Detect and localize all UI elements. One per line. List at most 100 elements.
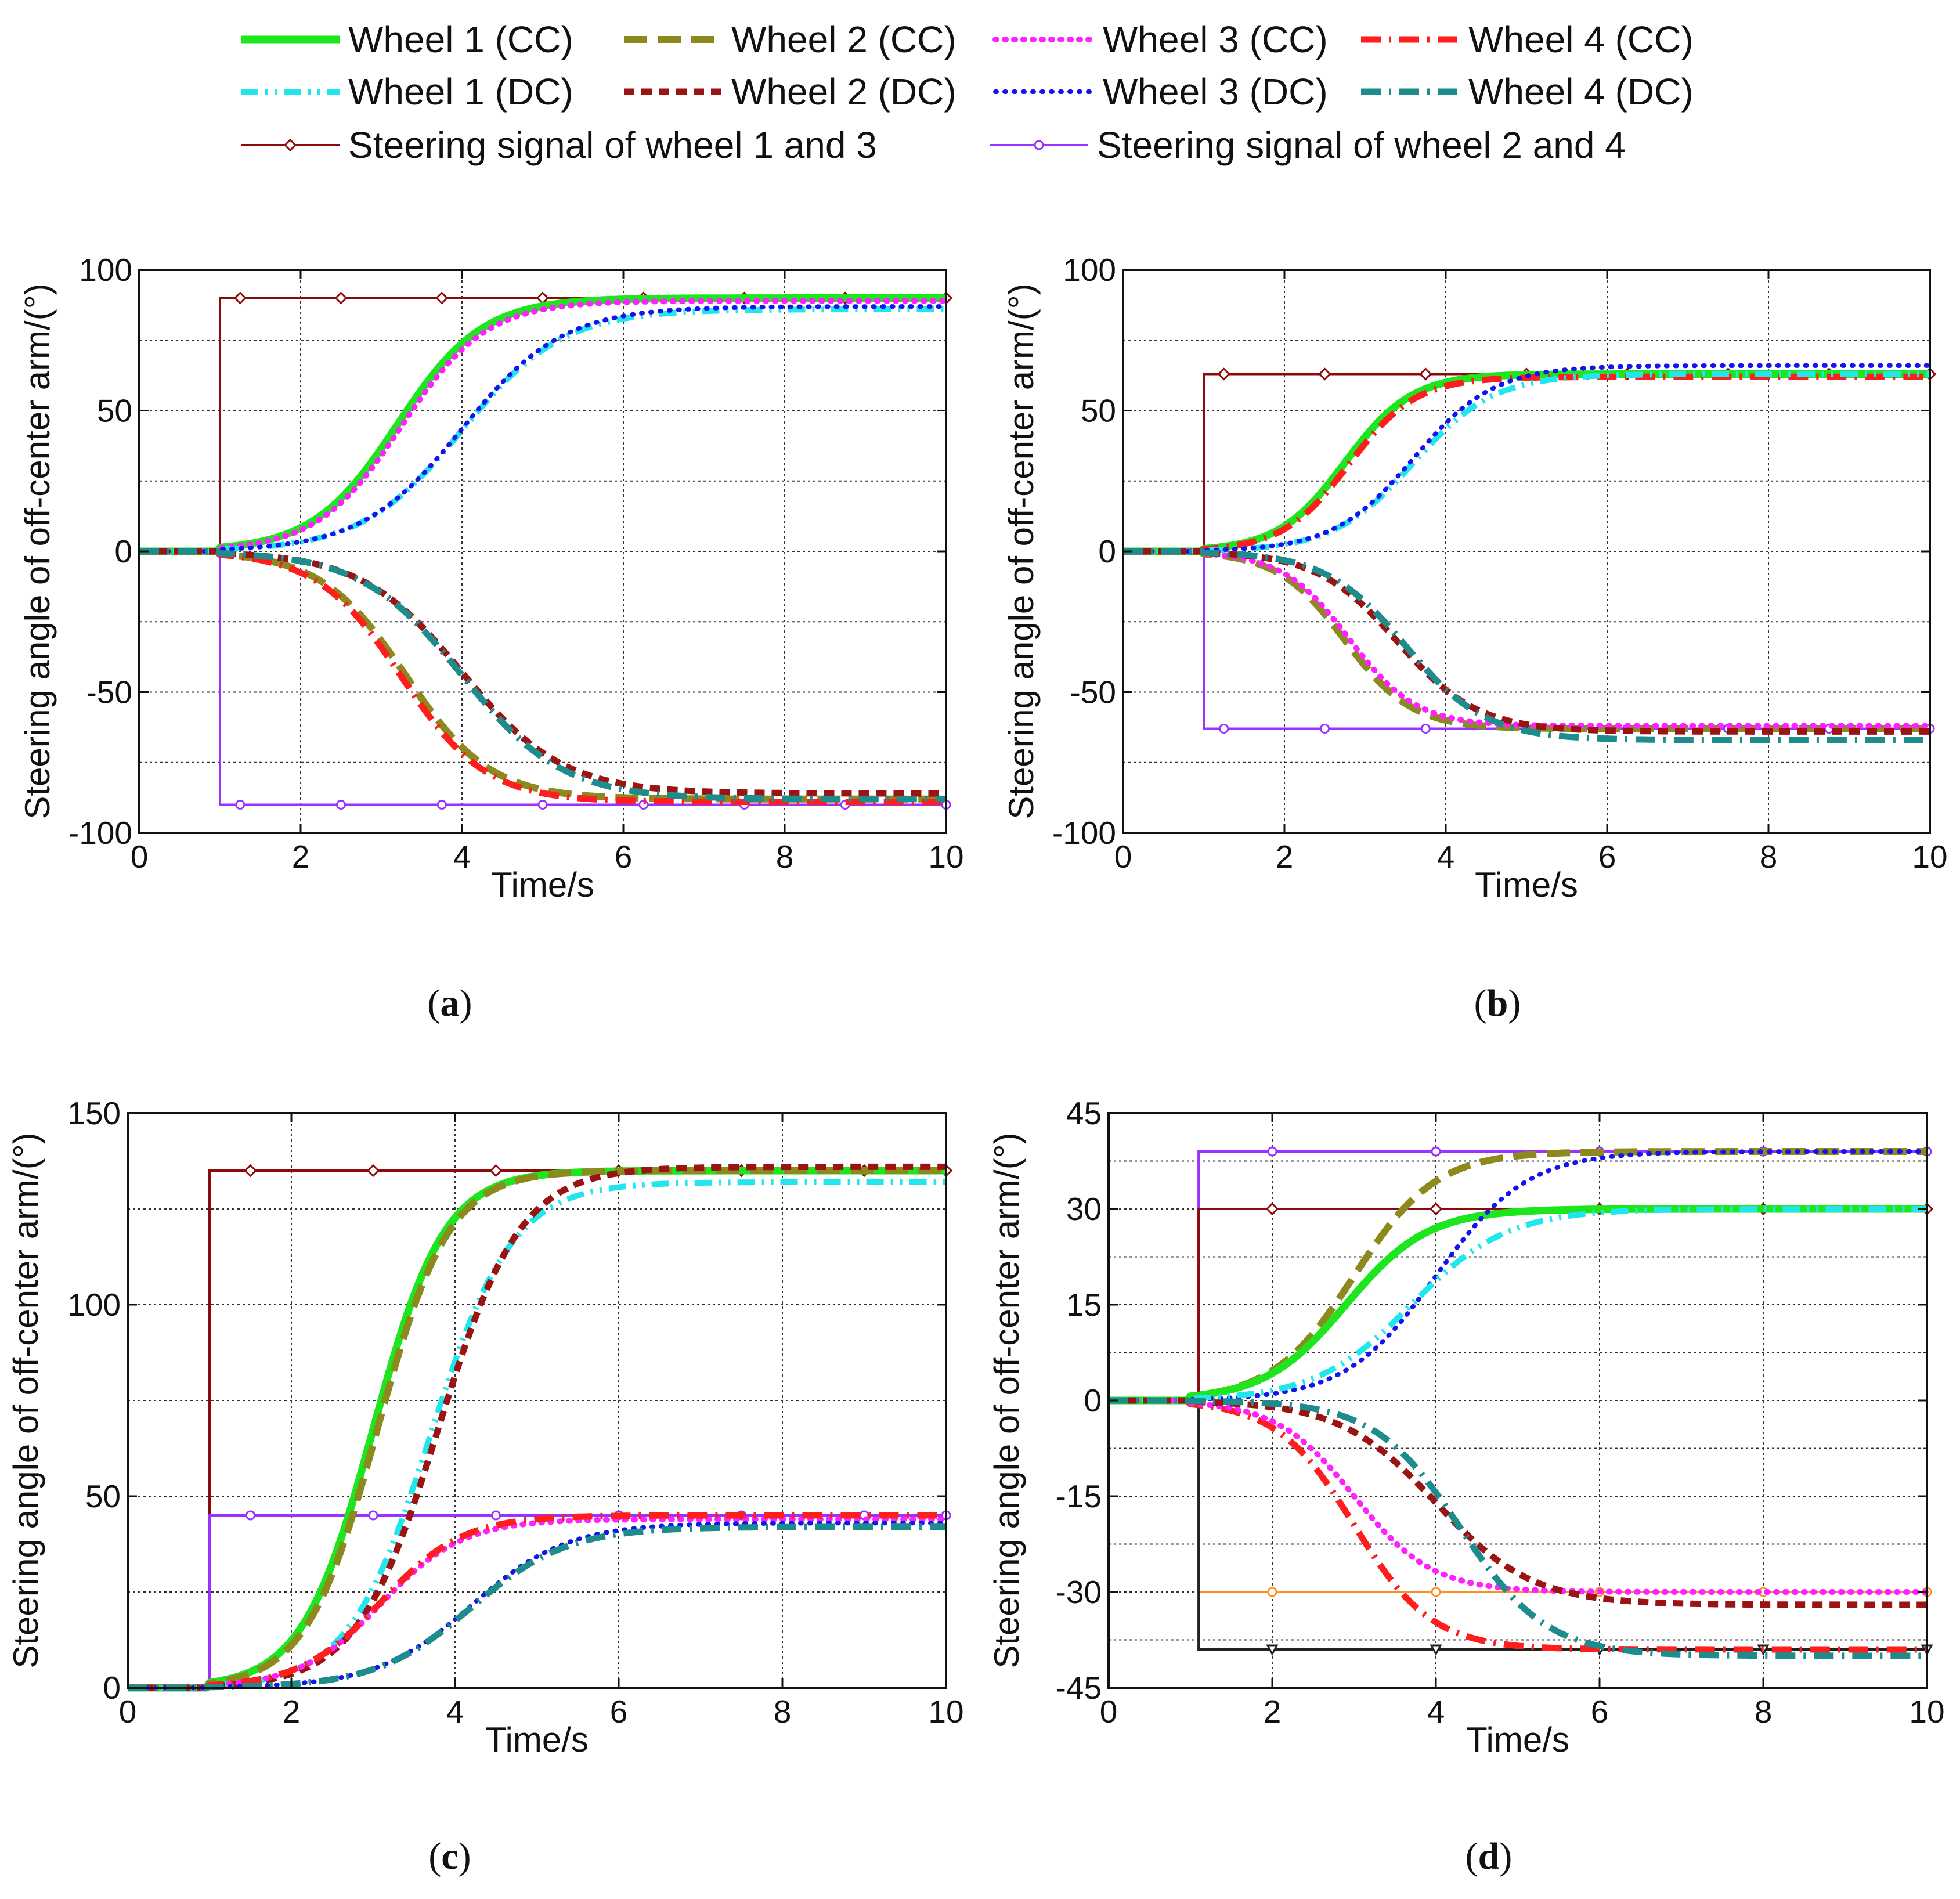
panel-label: (d) [1466,1835,1513,1878]
data-point [233,291,247,305]
series-wheel-1-dc [139,306,946,554]
legend-item-wheel-1-cc: Wheel 1 (CC) [241,19,573,60]
y-tick-label: -50 [1070,674,1117,710]
data-point [1265,1202,1279,1216]
series-wheel-4-dc [1123,548,1930,743]
data-point [489,1164,503,1178]
tick-labels: 0 2 4 6 8 10 -100 -50 0 50 100 [68,252,964,875]
series-wheel-3-cc [128,1516,949,1691]
data-point [1431,1587,1441,1597]
x-axis-title: Time/s [1475,865,1578,904]
data-point [246,1510,255,1521]
x-tick-label: 10 [1909,1694,1944,1730]
x-tick-label: 2 [1264,1694,1282,1730]
y-tick-label: 100 [79,252,132,288]
legend-label: Wheel 2 (CC) [731,19,956,60]
legend-label: Wheel 3 (CC) [1103,19,1328,60]
x-tick-label: 8 [1760,839,1778,875]
series-wheel-2-dc [139,548,946,797]
legend-item-wheel-3-dc: Wheel 3 (DC) [993,71,1328,113]
data-point [235,800,246,810]
legend-item-steering-signal-of-wheel-1-and-3: Steering signal of wheel 1 and 3 [241,124,877,166]
legend-label: Steering signal of wheel 1 and 3 [348,124,877,166]
legend-label: Wheel 4 (DC) [1468,71,1694,113]
x-tick-label: 0 [131,839,149,875]
y-tick-label: 100 [1063,252,1116,288]
y-tick-label: 50 [97,393,132,429]
legend-item-wheel-2-dc: Wheel 2 (DC) [624,71,956,113]
gridlines [139,270,946,833]
data-point [334,291,348,305]
x-axis-title: Time/s [491,865,594,904]
y-tick-label: -100 [1052,815,1116,851]
data-point [1420,724,1431,734]
x-tick-label: 10 [928,1694,963,1730]
series-wheel-2-dc [1123,548,1930,735]
x-tick-label: 8 [776,839,794,875]
legend-marker [283,138,297,152]
series-group [139,291,953,810]
x-tick-label: 2 [1276,839,1294,875]
data-point [1318,367,1331,381]
y-axis-title: Steering angle of off-center arm/(°) [987,1132,1026,1668]
series-wheel-3-dc [1123,363,1932,554]
legend-item-wheel-1-dc: Wheel 1 (DC) [241,71,573,113]
y-axis-title: Steering angle of off-center arm/(°) [18,283,57,819]
gridlines [128,1113,946,1688]
y-tick-label: -15 [1056,1478,1102,1514]
panel-label: (c) [428,1835,471,1878]
legend-label: Wheel 4 (CC) [1468,19,1694,60]
series-wheel-3-dc [128,1521,948,1690]
data-point [1429,1202,1443,1216]
panel-label: (a) [428,982,472,1024]
y-tick-label: 0 [103,1670,121,1706]
y-tick-label: 45 [1066,1095,1102,1131]
series-wheel-3-dc [1109,1149,1929,1403]
series-wheel-1-dc [1109,1206,1927,1403]
data-point [491,1510,501,1521]
x-tick-label: 2 [292,839,310,875]
tick-labels: 0 2 4 6 8 10 -100 -50 0 50 100 [1052,252,1948,875]
x-tick-label: 4 [1427,1694,1445,1730]
legend-label: Wheel 2 (DC) [731,71,956,113]
data-point [436,800,447,810]
legend-marker [1034,140,1044,150]
y-axis-title: Steering angle of off-center arm/(°) [1002,283,1041,819]
x-tick-label: 4 [1437,839,1455,875]
data-point [1217,367,1230,381]
legend-item-steering-signal-of-wheel-2-and-4: Steering signal of wheel 2 and 4 [990,124,1626,166]
chart-panel-a: 0 2 4 6 8 10 -100 -50 0 50 100 Time/s Steering angle… [18,252,964,1024]
x-tick-label: 4 [446,1694,464,1730]
x-axis-title: Time/s [1466,1720,1569,1759]
y-tick-label: 30 [1066,1191,1102,1227]
y-tick-label: -100 [68,815,132,851]
data-point [1431,1146,1441,1157]
data-point [336,800,346,810]
x-tick-label: 8 [1755,1694,1773,1730]
series-wheel-2-cc [139,548,947,803]
series-wheel-3-cc [139,298,949,554]
x-tick-label: 10 [928,839,963,875]
x-tick-label: 4 [453,839,471,875]
legend-label: Wheel 1 (DC) [348,71,573,113]
x-tick-label: 6 [1598,839,1616,875]
legend-item-wheel-4-cc: Wheel 4 (CC) [1361,19,1694,60]
series-wheel-4-cc [1109,1397,1927,1653]
data-point [1430,1644,1442,1656]
y-tick-label: 50 [1081,393,1116,429]
y-tick-label: -45 [1056,1670,1102,1706]
y-tick-label: 100 [67,1287,121,1323]
series-group [1109,1146,1934,1659]
series-wheel-2-cc [128,1167,947,1691]
chart-panel-d: 0 2 4 6 8 10 -45 -30 -15 0 15 30 45 Time/s Steering an… [987,1095,1945,1878]
x-tick-label: 6 [615,839,633,875]
data-point [1267,1146,1277,1157]
x-axis-title: Time/s [485,1720,589,1759]
y-tick-label: 150 [67,1095,121,1131]
data-point [1320,724,1330,734]
series-wheel-2-cc [1123,548,1930,732]
x-tick-label: 6 [610,1694,628,1730]
y-tick-label: 0 [1098,533,1116,569]
series-wheel-3-dc [139,304,948,554]
